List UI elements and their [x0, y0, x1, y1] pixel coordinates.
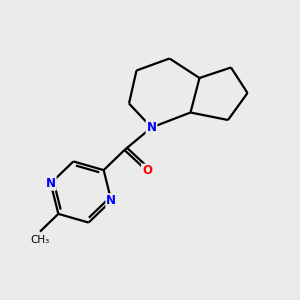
- Text: N: N: [106, 194, 116, 207]
- Text: N: N: [146, 121, 157, 134]
- Text: CH₃: CH₃: [30, 235, 50, 245]
- Text: N: N: [46, 177, 56, 190]
- Text: O: O: [142, 164, 152, 178]
